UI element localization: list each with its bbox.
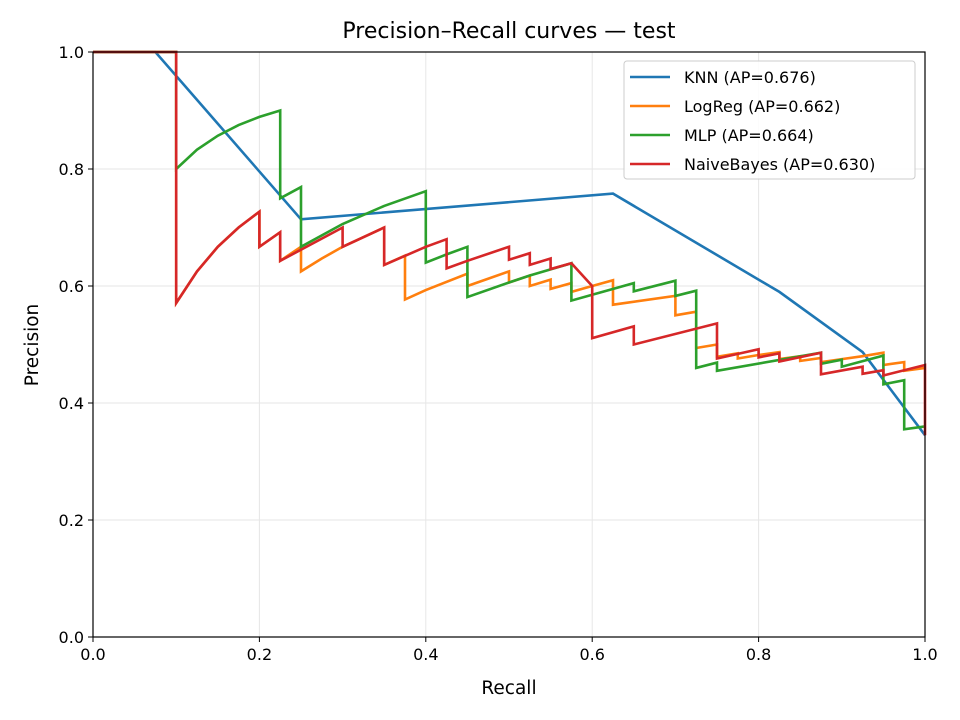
x-tick-label: 0.4 [413,645,438,664]
x-tick-label: 0.0 [80,645,105,664]
x-axis-label: Recall [481,678,536,699]
legend-label: NaiveBayes (AP=0.630) [684,155,875,174]
legend-label: LogReg (AP=0.662) [684,97,840,116]
plot-frame [92,51,926,638]
chart-title: Precision–Recall curves — test [342,19,676,44]
x-tick-label: 0.2 [247,645,272,664]
x-tick-label: 0.6 [579,645,604,664]
y-tick-label: 0.0 [59,628,84,647]
y-tick-label: 0.4 [59,394,84,413]
series-layer [93,50,927,436]
y-tick-label: 0.6 [59,277,84,296]
legend-label: KNN (AP=0.676) [684,68,816,87]
y-tick-label: 0.2 [59,511,84,530]
y-axis-label: Precision [22,304,43,387]
legend: KNN (AP=0.676) LogReg (AP=0.662) MLP (AP=0… [623,60,916,180]
ticks: 0.0 0.2 0.4 0.6 0.8 1.0 0.0 0.2 0.4 0.6 0.8 1.0 [59,43,938,664]
legend-label: MLP (AP=0.664) [684,126,814,145]
y-tick-label: 0.8 [59,160,84,179]
series-line-naivebayes [93,50,927,436]
x-tick-label: 0.8 [746,645,771,664]
y-tick-label: 1.0 [59,43,84,62]
legend-box [623,60,916,180]
x-tick-label: 1.0 [912,645,937,664]
